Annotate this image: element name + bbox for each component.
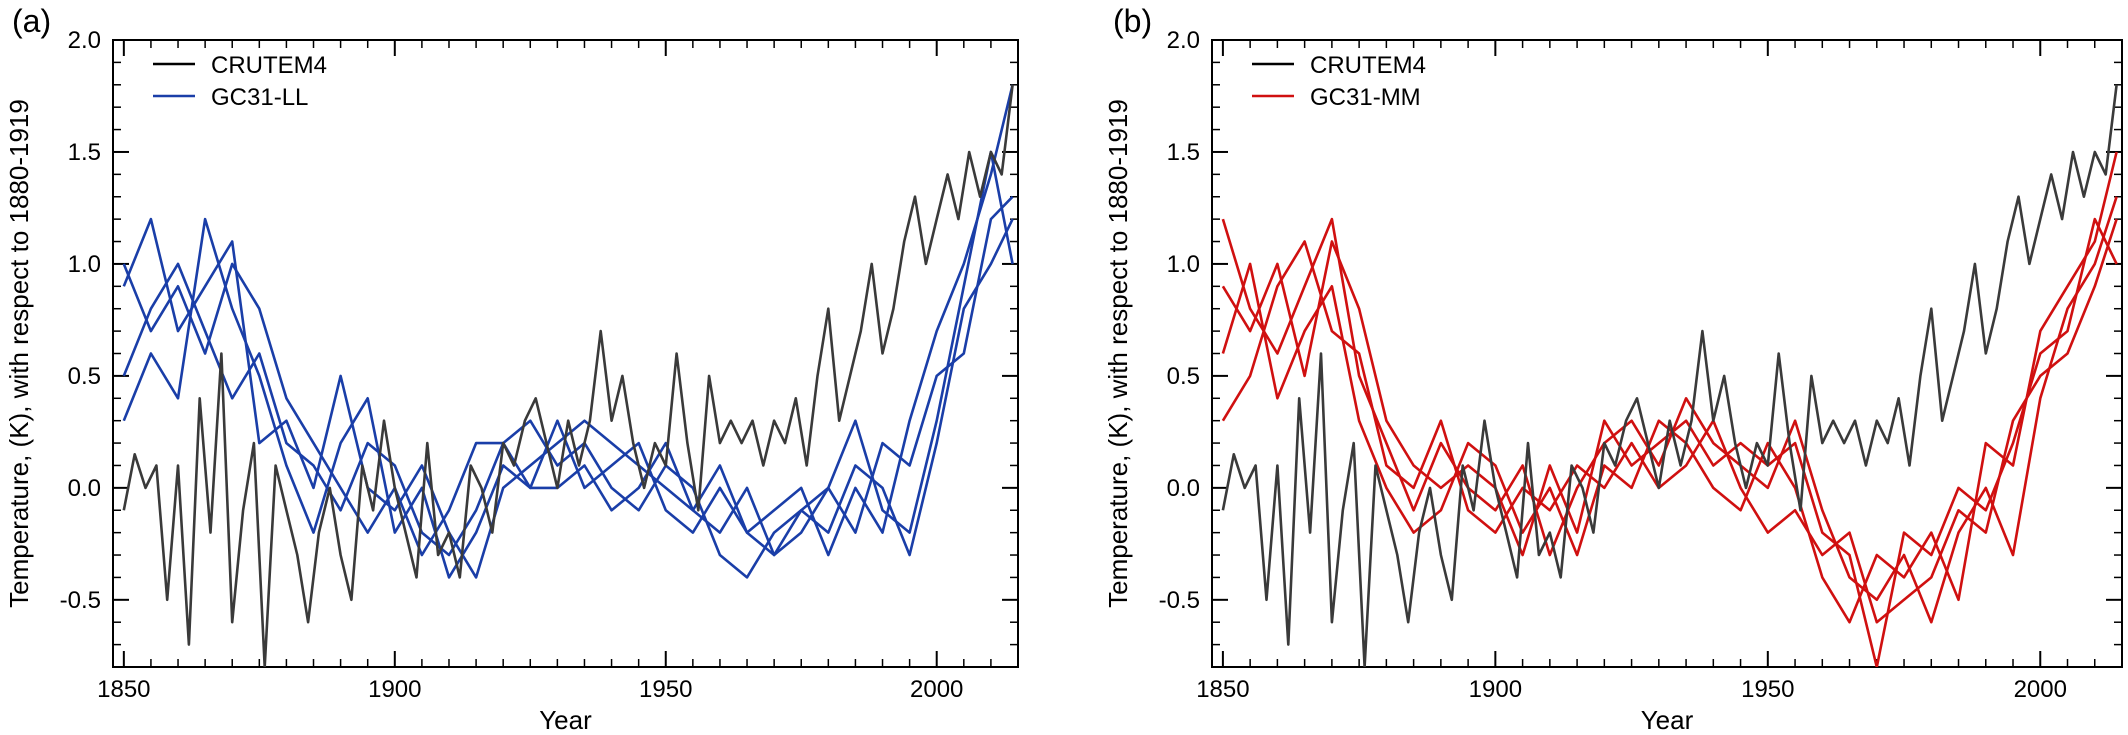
y-tick-label: -0.5 — [60, 587, 101, 614]
chart-panel-b: 1850 1900 1950 2000 -0.5 0.0 0.5 1.0 1.5 2.0 Year T… — [1103, 3, 2123, 735]
x-tick-label: 1850 — [97, 676, 150, 703]
chart-panel-a: 1850 1900 1950 2000 -0.5 0.0 0.5 1.0 1.5 2.0 Year T… — [4, 3, 1019, 735]
x-tick-label: 1950 — [639, 676, 692, 703]
series-line-gc31-mm-member-3 — [1221, 218, 2118, 624]
series-line-gc31-ll-member-4 — [122, 150, 1014, 557]
y-tick-label: 0.5 — [68, 363, 101, 390]
panel-letter: (a) — [12, 3, 51, 39]
y-tick-label: 2.0 — [68, 27, 101, 54]
series-line-gc31-ll-member-3 — [122, 195, 1014, 579]
y-tick-label: 0.0 — [1167, 475, 1200, 502]
series-line-crutem4 — [1221, 84, 2118, 667]
y-tick-label: 1.0 — [68, 251, 101, 278]
legend-label-gc31-mm: GC31-MM — [1310, 84, 1421, 111]
series-line-crutem4 — [122, 84, 1014, 667]
x-tick-label: 2000 — [910, 676, 963, 703]
y-tick-label: 0.0 — [68, 475, 101, 502]
x-tick-label: 1950 — [1741, 676, 1794, 703]
x-tick-label: 2000 — [2014, 676, 2067, 703]
series-line-gc31-mm-member-2 — [1221, 151, 2118, 624]
x-axis-label: Year — [1641, 705, 1694, 735]
y-tick-label: 1.5 — [68, 139, 101, 166]
y-tick-label: 0.5 — [1167, 363, 1200, 390]
legend-label-crutem4: CRUTEM4 — [1310, 52, 1426, 79]
x-tick-label: 1900 — [368, 676, 421, 703]
y-tick-label: 1.0 — [1167, 251, 1200, 278]
x-tick-label: 1900 — [1469, 676, 1522, 703]
x-axis-label: Year — [539, 705, 592, 735]
legend-label-crutem4: CRUTEM4 — [211, 52, 327, 79]
series-line-gc31-mm-member-4 — [1221, 217, 2118, 667]
panel-letter: (b) — [1113, 3, 1152, 39]
legend-label-gc31-ll: GC31-LL — [211, 84, 308, 111]
y-axis-label: Temperature, (K), with respect to 1880-1… — [1103, 99, 1133, 608]
y-tick-label: 2.0 — [1167, 27, 1200, 54]
y-tick-label: -0.5 — [1159, 587, 1200, 614]
y-tick-label: 1.5 — [1167, 139, 1200, 166]
y-axis-label: Temperature, (K), with respect to 1880-1… — [4, 99, 34, 608]
x-tick-label: 1850 — [1196, 676, 1249, 703]
